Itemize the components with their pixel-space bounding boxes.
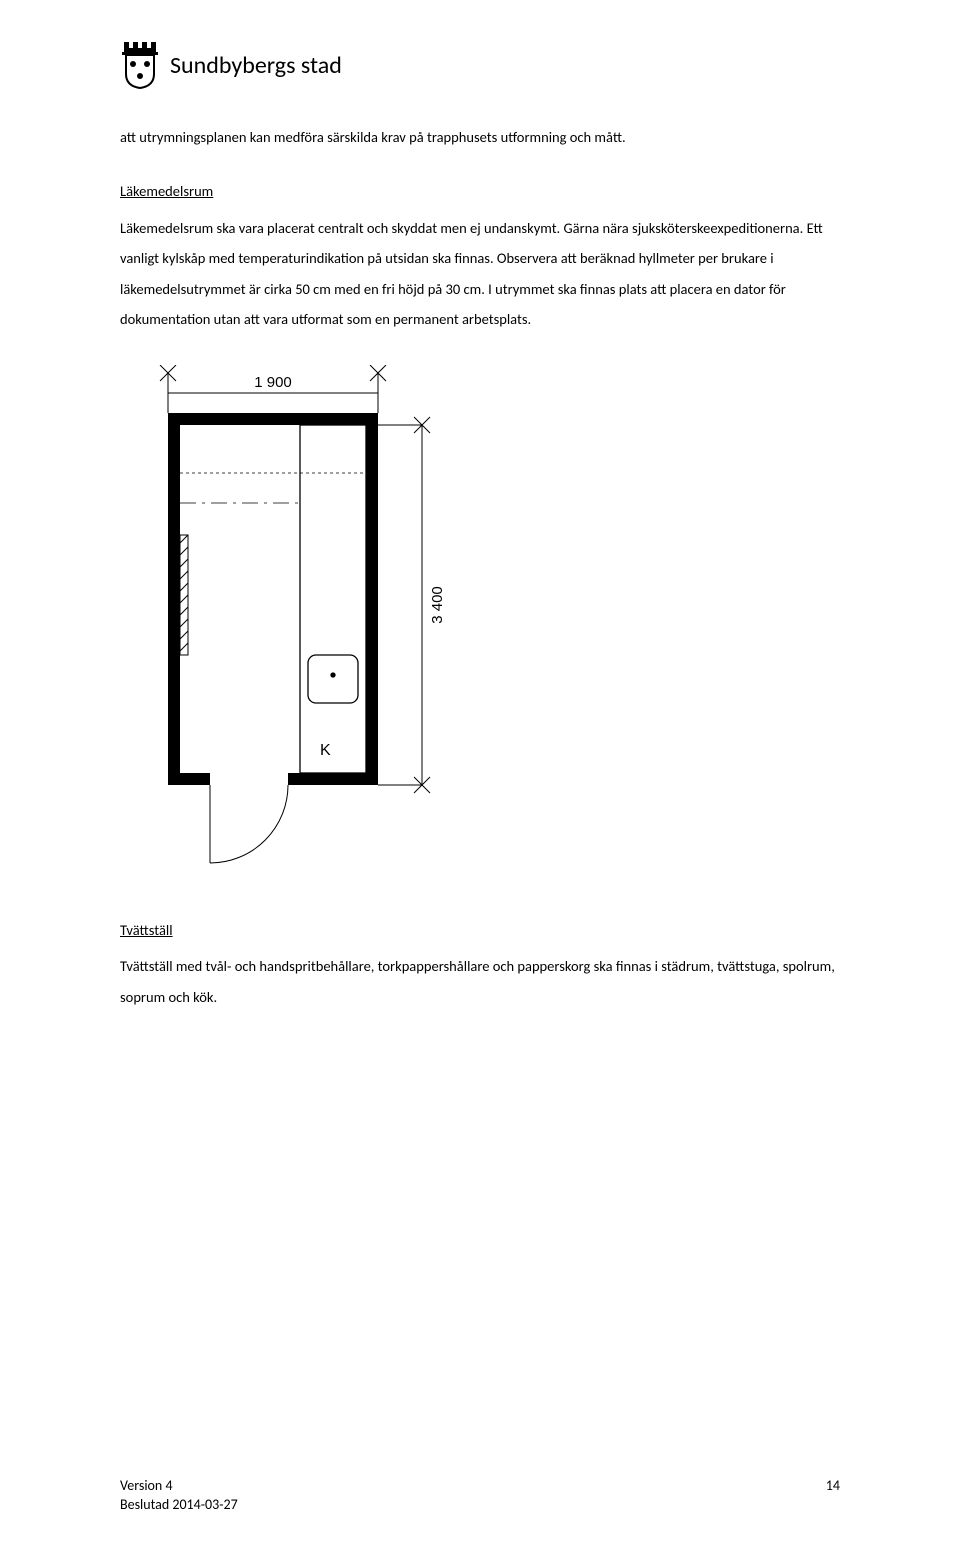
- marker-k-label: K: [320, 742, 331, 759]
- heading-lakemedelsrum: Läkemedelsrum: [120, 176, 840, 206]
- paragraph-tvattställ: Tvättställ med tvål- och handspritbehåll…: [120, 951, 840, 1012]
- footer-left: Version 4 Beslutad 2014-03-27: [120, 1476, 238, 1515]
- municipal-crest-icon: [120, 40, 160, 90]
- dim-width-label: 1 900: [254, 374, 292, 391]
- page-header: Sundbybergs stad: [120, 40, 840, 90]
- floor-plan-diagram: 1 900 3 400: [120, 365, 840, 885]
- dim-height-label: 3 400: [429, 586, 446, 624]
- paragraph-intro: att utrymningsplanen kan medföra särskil…: [120, 122, 840, 152]
- org-name: Sundbybergs stad: [170, 51, 342, 80]
- footer-page-number: 14: [826, 1476, 840, 1515]
- footer-version: Version 4: [120, 1476, 238, 1496]
- paragraph-lakemedelsrum: Läkemedelsrum ska vara placerat centralt…: [120, 213, 840, 335]
- heading-tvattställ: Tvättställ: [120, 915, 840, 945]
- document-body: att utrymningsplanen kan medföra särskil…: [120, 122, 840, 1012]
- footer-date: Beslutad 2014-03-27: [120, 1495, 238, 1515]
- page-footer: Version 4 Beslutad 2014-03-27 14: [120, 1476, 840, 1515]
